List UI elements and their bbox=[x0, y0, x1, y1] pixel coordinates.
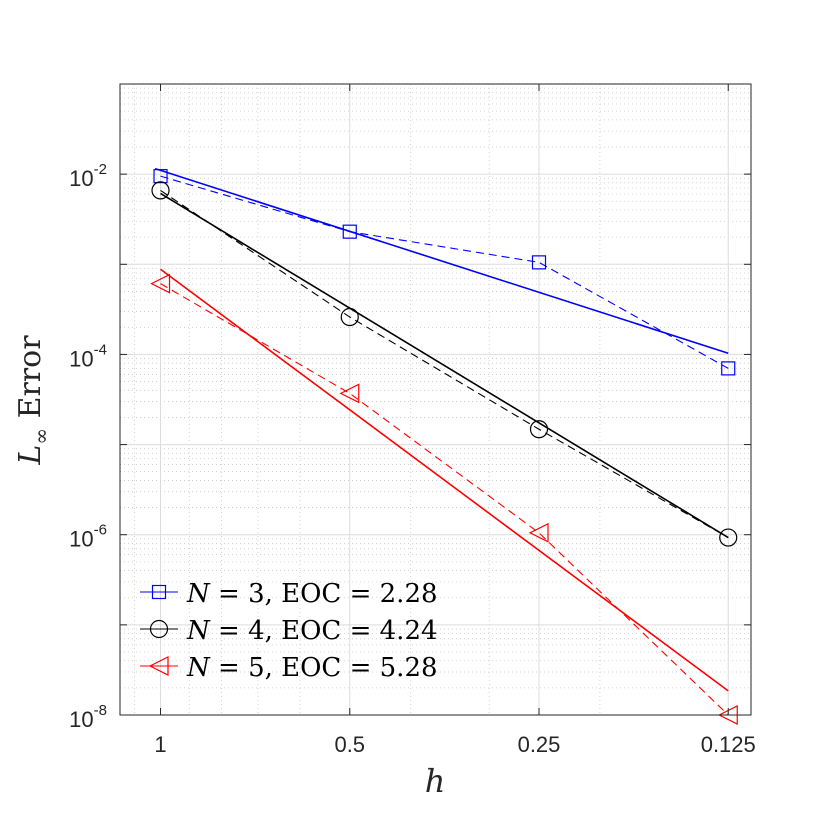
fit-line-series-3 bbox=[160, 268, 729, 692]
data-point-series-1 bbox=[153, 169, 168, 184]
fit-line-series-1 bbox=[154, 167, 729, 355]
legend-label-series-2: N = 4, EOC = 4.24 bbox=[186, 616, 438, 646]
data-point-series-1 bbox=[342, 224, 357, 239]
data-point-series-3 bbox=[150, 273, 171, 294]
plot-frame bbox=[119, 83, 752, 716]
data-lines bbox=[160, 175, 729, 716]
x-tick-label: 0.25 bbox=[518, 732, 561, 757]
legend: N = 3, EOC = 2.28 N = 4, EOC = 4.24 N = 5,… bbox=[140, 579, 438, 683]
x-axis-label: h bbox=[425, 762, 446, 800]
y-tick-labels: 10-8 10-6 10-4 10-2 bbox=[69, 161, 107, 732]
x-tick-label: 0.5 bbox=[334, 732, 365, 757]
y-tick-label: 10-2 bbox=[69, 161, 107, 191]
x-tick-label: 1 bbox=[154, 732, 166, 757]
fit-lines bbox=[154, 167, 729, 692]
plot-background bbox=[120, 84, 751, 715]
data-point-series-2 bbox=[151, 181, 170, 200]
y-axis-label-sub: ∞ bbox=[29, 428, 53, 445]
legend-marker-series-3 bbox=[148, 656, 169, 676]
y-tick-label: 10-8 bbox=[69, 702, 107, 732]
data-point-series-2 bbox=[719, 528, 738, 547]
axis-ticks bbox=[120, 83, 751, 716]
fit-line-series-2 bbox=[160, 192, 729, 539]
legend-label-series-3: N = 5, EOC = 5.28 bbox=[186, 653, 438, 683]
legend-label-series-1: N = 3, EOC = 2.28 bbox=[186, 579, 438, 609]
data-point-series-3 bbox=[528, 522, 549, 543]
y-axis-label: L∞ Error bbox=[13, 335, 53, 466]
legend-marker-series-2 bbox=[149, 619, 169, 639]
data-line-series-3 bbox=[160, 283, 729, 716]
y-tick-label: 10-6 bbox=[69, 522, 107, 552]
data-point-series-1 bbox=[721, 361, 736, 376]
data-point-series-3 bbox=[339, 383, 360, 404]
data-point-series-2 bbox=[340, 307, 359, 327]
y-tick-label: 10-4 bbox=[69, 341, 107, 371]
x-tick-label: 0.125 bbox=[701, 732, 756, 757]
y-axis-label-main: L bbox=[13, 445, 48, 466]
y-axis-label-rest: Error bbox=[13, 335, 48, 428]
data-line-series-1 bbox=[160, 175, 729, 369]
x-tick-labels: 1 0.5 0.25 0.125 bbox=[154, 732, 755, 757]
data-point-series-2 bbox=[529, 420, 549, 439]
data-point-series-1 bbox=[531, 255, 547, 270]
legend-marker-series-1 bbox=[151, 584, 167, 600]
